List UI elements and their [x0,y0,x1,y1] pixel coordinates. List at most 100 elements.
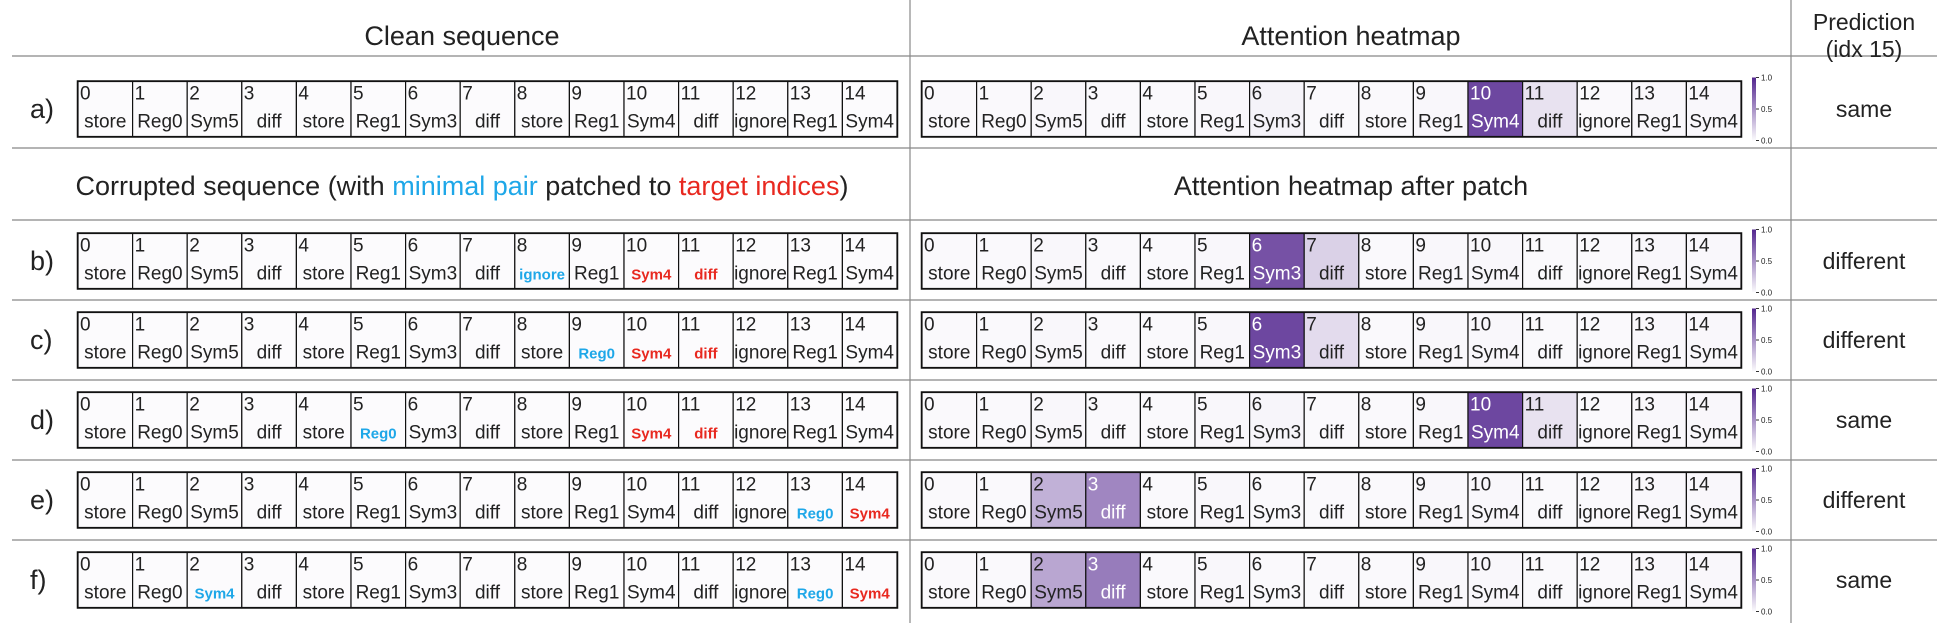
token-index: 0 [924,555,935,576]
token-index: 8 [517,555,528,576]
token-index: 3 [1088,236,1099,257]
heat-cell [1685,311,1742,369]
token: Sym4 [1471,343,1520,364]
token: Sym4 [845,264,894,285]
token-index: 13 [790,236,811,257]
token-index: 0 [924,84,935,105]
token-cell [787,551,843,609]
token: Reg1 [574,112,619,133]
heat-cell [1085,80,1142,138]
token-index: 13 [790,315,811,336]
token-cell [459,80,516,138]
heat-cell [1685,551,1742,609]
token: Reg1 [1636,583,1681,604]
token: Reg1 [1418,423,1463,444]
token: store [303,583,345,604]
token: diff [257,583,283,604]
token-cell [841,80,898,138]
prediction: different [1823,487,1906,513]
heat-cell [1030,391,1087,449]
heat-cell [1248,80,1305,138]
token-cell [514,311,570,369]
token-cell [241,551,298,609]
token-index: 0 [80,555,91,576]
token: ignore [1578,264,1631,285]
token-index: 9 [571,475,582,496]
token-cell [132,311,188,369]
token-index: 13 [1634,555,1655,576]
token-index: 8 [517,475,528,496]
token: Sym4 [627,503,676,524]
token: diff [1101,583,1127,604]
token-index: 5 [353,84,364,105]
token-index: 9 [1415,84,1426,105]
heat-cell [1194,551,1251,609]
token: Reg1 [356,264,401,285]
token: ignore [734,343,787,364]
token: store [1147,112,1189,133]
token-index: 11 [681,236,701,257]
header: Clean sequence [364,21,559,51]
token-cell [568,471,625,529]
token-index: 8 [1361,236,1372,257]
colorbar-label: 0.5 [1761,105,1773,114]
token-cell [623,391,680,449]
colorbar-label: 1.0 [1761,74,1773,83]
heat-cell [1194,471,1251,529]
token: diff [693,583,719,604]
token-index: 2 [189,475,200,496]
heat-cell [1030,232,1087,290]
token-index: 10 [626,236,647,257]
token-index: 6 [1252,395,1263,416]
token-cell [732,551,789,609]
colorbar [1752,388,1756,452]
token: Reg1 [574,423,619,444]
token-cell [787,232,843,290]
token-cell [350,551,407,609]
token-cell [677,80,734,138]
heat-cell [1631,232,1688,290]
token: ignore [734,503,787,524]
token-index: 13 [790,475,811,496]
token: Reg0 [137,264,182,285]
token-index: 14 [1688,395,1710,416]
token-cell [241,391,298,449]
token-index: 8 [1361,475,1372,496]
token-index: 13 [1634,236,1655,257]
token: store [303,112,345,133]
token-index: 4 [298,555,309,576]
token-cell [841,471,898,529]
token-index: 12 [735,315,756,336]
token-index: 0 [924,475,935,496]
token-index: 3 [244,236,255,257]
token-cell [623,551,680,609]
heat-cell [1412,311,1469,369]
heat-cell [1685,471,1742,529]
token: Sym5 [190,423,239,444]
token-index: 5 [1197,475,1208,496]
token: diff [475,503,501,524]
token: Reg1 [356,112,401,133]
token-index: 2 [1033,475,1044,496]
token: diff [257,343,283,364]
token: ignore [734,264,787,285]
token: Sym4 [1471,583,1520,604]
token: Reg1 [1418,264,1463,285]
token: ignore [734,423,787,444]
token: diff [1537,343,1563,364]
token-cell [568,551,625,609]
token-cell [295,471,352,529]
token: store [928,423,970,444]
token-index: 4 [1142,315,1153,336]
token-index: 9 [571,236,582,257]
token: Sym4 [627,583,676,604]
token-cell [514,232,570,290]
token: diff [1537,583,1563,604]
token: diff [1101,112,1127,133]
token-cell [841,232,898,290]
heat-cell [1139,80,1196,138]
token-index: 10 [1470,84,1491,105]
token-index: 12 [1579,236,1600,257]
heat-cell [1303,551,1360,609]
